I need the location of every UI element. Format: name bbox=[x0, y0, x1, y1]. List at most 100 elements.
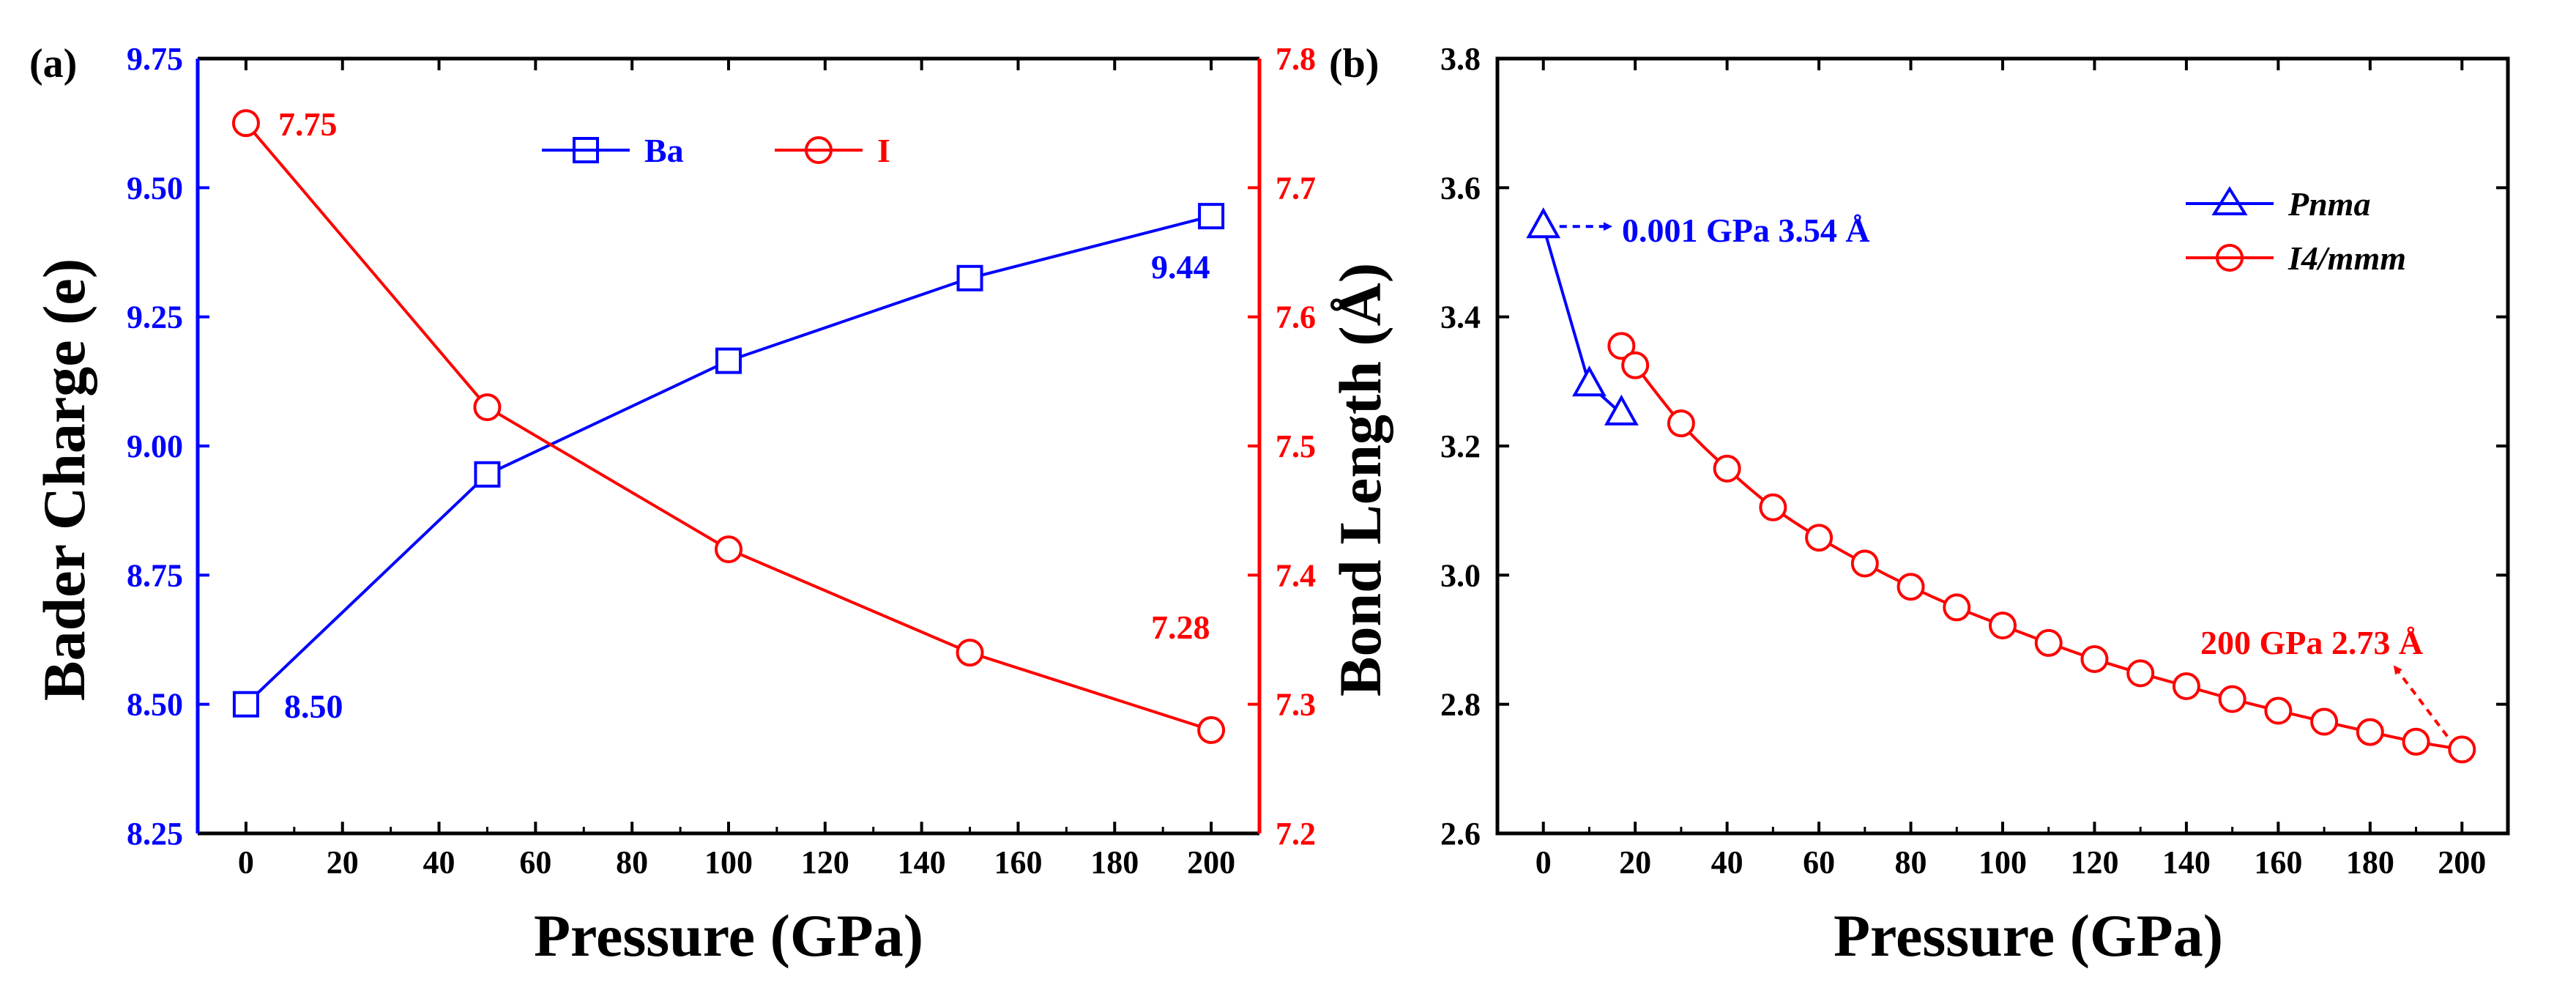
panel-b-label: (b) bbox=[1329, 41, 1379, 86]
x-tick-label: 160 bbox=[994, 844, 1042, 880]
panel-b-y-tick-labels: 2.6 2.8 3.0 3.2 3.4 3.6 3.8 bbox=[1440, 41, 1481, 852]
i4mmm-circle-marker bbox=[2264, 696, 2293, 725]
annotation-i4mmm-text: 200 GPa 2.73 Å bbox=[2200, 624, 2423, 661]
panel-a-x-tick-labels: 0 20 40 60 80 100 120 140 160 180 200 bbox=[238, 844, 1235, 880]
y-tick-label: 2.8 bbox=[1440, 687, 1481, 723]
x-tick-label: 0 bbox=[1535, 844, 1552, 880]
annotation-i-start: 7.75 bbox=[278, 105, 338, 143]
i4mmm-circle-marker bbox=[1759, 493, 1787, 521]
panel-b-grid-ticks bbox=[1497, 57, 2508, 835]
legend-i-label: I bbox=[877, 132, 890, 169]
i4mmm-circle-marker bbox=[1713, 454, 1741, 483]
y-right-tick-label: 7.6 bbox=[1276, 300, 1316, 335]
panel-a-x-axis-title: Pressure (GPa) bbox=[534, 902, 923, 969]
i4mmm-circle-marker bbox=[1896, 573, 1925, 601]
x-tick-label: 200 bbox=[2438, 844, 2486, 880]
x-tick-label: 20 bbox=[327, 844, 359, 880]
y-right-tick-label: 7.2 bbox=[1276, 816, 1316, 852]
i4mmm-circle-marker bbox=[2080, 644, 2109, 673]
y-left-tick-label: 8.25 bbox=[127, 816, 183, 852]
i4mmm-circle-marker bbox=[1621, 351, 1650, 379]
i4mmm-circle-marker bbox=[2034, 628, 2063, 657]
y-left-tick-label: 9.25 bbox=[127, 300, 183, 335]
i4mmm-circle-marker bbox=[1943, 593, 1971, 622]
ba-square-marker bbox=[232, 691, 259, 718]
y-tick-label: 3.0 bbox=[1440, 557, 1481, 593]
i4mmm-circle-marker bbox=[1667, 409, 1695, 438]
y-left-tick-label: 8.50 bbox=[127, 687, 183, 723]
panel-a-value-labels: 7.75 8.50 9.44 7.28 bbox=[278, 105, 1210, 725]
x-tick-label: 160 bbox=[2254, 844, 2302, 880]
i4mmm-circle-marker bbox=[2126, 659, 2155, 688]
y-tick-label: 3.2 bbox=[1440, 428, 1481, 464]
pnma-triangle-marker bbox=[1572, 365, 1607, 397]
x-tick-label: 180 bbox=[1090, 844, 1139, 880]
y-right-tick-label: 7.5 bbox=[1276, 428, 1316, 464]
x-tick-label: 80 bbox=[616, 844, 648, 880]
annotation-i-end: 7.28 bbox=[1151, 609, 1210, 646]
series-ba-line bbox=[245, 215, 1212, 706]
y-left-tick-label: 9.00 bbox=[127, 428, 183, 464]
y-left-tick-label: 8.75 bbox=[127, 557, 183, 593]
panel-b-y-axis-title: Bond Length (Å) bbox=[1327, 263, 1393, 696]
x-tick-label: 40 bbox=[1711, 844, 1743, 880]
i4mmm-circle-marker bbox=[2402, 727, 2430, 756]
panel-b-annotations: 0.001 GPa 3.54 Å 200 GPa 2.73 Å bbox=[1559, 212, 2449, 737]
panel-a-label: (a) bbox=[29, 41, 77, 86]
i4mmm-circle-marker bbox=[2310, 707, 2339, 736]
legend-i-circle-marker bbox=[805, 136, 833, 164]
series-i-line bbox=[245, 122, 1212, 732]
x-tick-label: 60 bbox=[519, 844, 551, 880]
panel-a-legend: Ba I bbox=[542, 132, 890, 169]
panel-a-y-axis-title: Bader Charge (e) bbox=[31, 259, 97, 701]
panel-b-x-axis-title: Pressure (GPa) bbox=[1834, 902, 2223, 969]
i4mmm-circle-marker bbox=[1989, 612, 2017, 640]
ba-square-marker bbox=[715, 347, 742, 374]
panel-a-series bbox=[231, 109, 1226, 744]
y-right-tick-label: 7.3 bbox=[1276, 687, 1316, 723]
i4mmm-circle-marker bbox=[1607, 332, 1636, 360]
x-tick-label: 100 bbox=[1978, 844, 2027, 880]
ba-square-marker bbox=[956, 264, 983, 291]
i-circle-marker bbox=[715, 535, 742, 564]
x-tick-label: 80 bbox=[1895, 844, 1927, 880]
x-tick-label: 120 bbox=[2070, 844, 2118, 880]
x-tick-label: 40 bbox=[423, 844, 455, 880]
legend-pnma-label: Pnma bbox=[2287, 185, 2370, 223]
y-right-tick-label: 7.7 bbox=[1276, 170, 1316, 206]
i-circle-marker bbox=[956, 639, 984, 667]
legend-i4mmm-circle-marker bbox=[2216, 244, 2244, 272]
legend-pnma-triangle-marker bbox=[2211, 186, 2248, 215]
y-left-tick-label: 9.75 bbox=[127, 41, 183, 77]
ba-square-marker bbox=[1198, 203, 1225, 230]
pnma-triangle-marker bbox=[1604, 394, 1639, 425]
x-tick-label: 20 bbox=[1619, 844, 1651, 880]
i4mmm-circle-marker bbox=[2172, 672, 2200, 700]
legend-ba-label: Ba bbox=[644, 132, 684, 169]
i4mmm-circle-marker bbox=[1850, 549, 1879, 578]
annotation-pnma-text: 0.001 GPa 3.54 Å bbox=[1622, 212, 1870, 249]
legend-i4mmm-label: I4/mmm bbox=[2287, 239, 2406, 277]
annotation-ba-start: 8.50 bbox=[284, 688, 343, 725]
i-circle-marker bbox=[1197, 715, 1226, 744]
x-tick-label: 180 bbox=[2346, 844, 2394, 880]
x-tick-label: 140 bbox=[2162, 844, 2211, 880]
annotation-i4mmm-arrow bbox=[2393, 665, 2449, 737]
i4mmm-circle-marker bbox=[1805, 524, 1834, 552]
panel-b-series bbox=[1526, 207, 2476, 764]
y-left-tick-label: 9.50 bbox=[127, 170, 183, 206]
panel-b-legend: Pnma I4/mmm bbox=[2186, 185, 2406, 277]
panel-a: (a) 0 20 40 60 80 100 120 140 160 180 20… bbox=[29, 41, 1316, 969]
pnma-triangle-marker bbox=[1526, 207, 1561, 239]
i4mmm-circle-marker bbox=[2218, 685, 2246, 713]
panel-b-x-tick-labels: 0 20 40 60 80 100 120 140 160 180 200 bbox=[1535, 844, 2487, 880]
x-tick-label: 140 bbox=[898, 844, 946, 880]
y-right-tick-label: 7.4 bbox=[1276, 557, 1316, 593]
y-tick-label: 2.6 bbox=[1440, 816, 1481, 852]
annotation-ba-end: 9.44 bbox=[1151, 248, 1210, 286]
y-tick-label: 3.6 bbox=[1440, 170, 1481, 206]
i4mmm-circle-marker bbox=[2448, 735, 2476, 764]
series-i4mmm-line bbox=[1620, 345, 2463, 751]
i-circle-marker bbox=[231, 109, 260, 138]
